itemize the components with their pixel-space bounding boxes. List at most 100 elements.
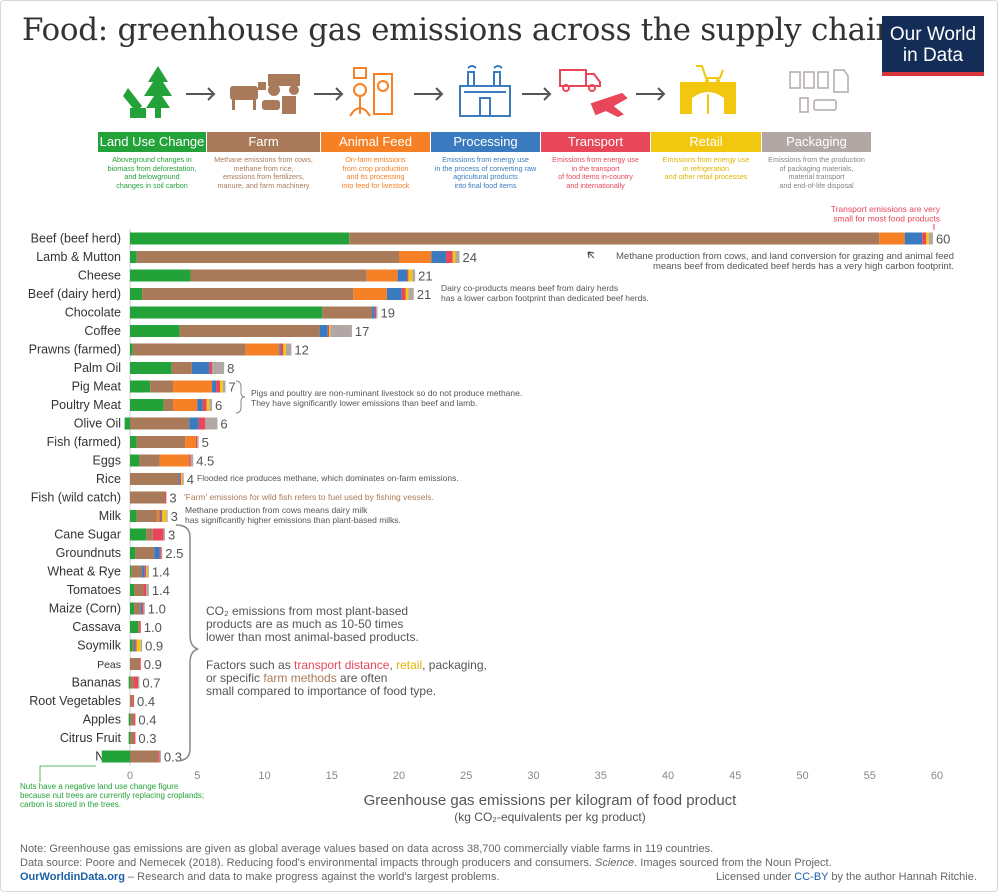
bar-segment-transport [327, 325, 330, 337]
bar-segment-land-use-change [130, 362, 172, 374]
bar-segment-packaging [212, 362, 225, 374]
farm-icon [230, 74, 300, 114]
bar-segment-packaging [163, 528, 165, 541]
category-label: Coffee [84, 324, 121, 338]
bar-segment-land-use-change [130, 565, 132, 578]
tree-icon [123, 66, 172, 118]
total-value-label: 0.4 [137, 694, 155, 709]
owid-site-link[interactable]: OurWorldinData.org [20, 871, 125, 883]
bar-segment-retail [220, 380, 223, 393]
transport-icon [559, 69, 628, 118]
pig-poultry-annotation: They have significantly lower emissions … [251, 398, 477, 408]
category-label: Prawns (farmed) [29, 343, 121, 357]
bar-segment-packaging [159, 750, 161, 763]
supply-chain-stages: Land Use Change Aboveground changes in bio… [0, 0, 1002, 200]
owid-logo[interactable]: Our World in Data [882, 16, 984, 76]
bar-segment-retail [405, 288, 409, 300]
category-label: Fish (farmed) [47, 435, 121, 449]
category-label: Tomatoes [67, 583, 121, 597]
bar-segment-animal-feed [879, 232, 905, 245]
bar-segment-processing [431, 251, 447, 263]
category-label: Cassava [72, 620, 121, 634]
category-label: Root Vegetables [29, 694, 121, 708]
x-axis-subtitle: (kg CO₂-equivalents per kg product) [454, 810, 645, 824]
bar-segment-land-use-change [130, 343, 133, 356]
bar-segment-farm [130, 676, 135, 689]
stage-header-land-use-change: Land Use Change [98, 132, 206, 152]
bar-segment-land-use-change [130, 584, 135, 596]
factors-annotation: Factors such as transport distance, reta… [206, 658, 487, 672]
bar-segment-retail [146, 565, 148, 578]
bar-segment-transport [179, 473, 182, 485]
factors-annotation-part: or specific [206, 671, 263, 685]
bar-segment-packaging [455, 251, 460, 263]
arrow-icon [414, 87, 444, 101]
bar-segment-farm [131, 565, 143, 578]
total-value-label: 17 [355, 324, 369, 339]
total-value-label: 0.9 [144, 657, 162, 672]
bar-segment-transport [144, 565, 147, 578]
bar-segment-farm [322, 306, 373, 319]
category-label: Apples [83, 713, 121, 727]
bar-segment-processing [159, 510, 161, 522]
bar-segment-retail [206, 399, 210, 411]
category-label: Palm Oil [74, 361, 121, 375]
bar-segment-land-use-change [101, 750, 130, 763]
total-value-label: 0.3 [138, 731, 156, 746]
bar-segment-land-use-change [130, 621, 139, 633]
bar-segment-packaging [147, 565, 149, 578]
total-value-label: 0.3 [164, 750, 182, 765]
arrow-icon [522, 87, 552, 101]
bar-segment-transport [152, 528, 164, 541]
total-value-label: 0.4 [138, 713, 156, 728]
bar-segment-farm [135, 547, 155, 559]
bar-segment-transport [164, 491, 167, 504]
bar-segment-transport [159, 547, 161, 559]
total-value-label: 6 [220, 417, 227, 432]
bar-segment-transport [216, 380, 221, 393]
bar-segment-land-use-change [130, 288, 143, 300]
total-value-label: 1.0 [144, 620, 162, 635]
bar-segment-transport [189, 454, 191, 467]
x-tick-label: 55 [864, 770, 876, 782]
total-value-label: 3 [171, 509, 178, 524]
x-tick-label: 45 [729, 770, 741, 782]
total-value-label: 3 [168, 528, 175, 543]
total-value-label: 7 [228, 380, 235, 395]
total-value-label: 24 [463, 250, 477, 265]
bar-segment-farm [136, 436, 186, 448]
bar-segment-processing [140, 602, 143, 615]
total-value-label: 4 [187, 472, 194, 487]
arrow-icon [186, 87, 216, 101]
bar-segment-land-use-change [130, 547, 136, 559]
bar-segment-processing [191, 362, 210, 374]
factory-icon [459, 65, 511, 117]
x-tick-label: 15 [326, 770, 338, 782]
bar-segment-packaging [160, 547, 163, 559]
footer-license: Licensed under CC-BY by the author Hanna… [716, 871, 977, 883]
milk-annotation: has significantly higher emissions than … [185, 515, 401, 525]
bar-segment-processing [178, 473, 180, 485]
stage-description: Emissions from the production of packagin… [768, 155, 865, 190]
bar-segment-processing [189, 417, 199, 430]
bar-segment-packaging [190, 454, 194, 467]
stage-header-processing: Processing [431, 132, 540, 152]
bar-segment-farm [134, 584, 144, 596]
bar-segment-land-use-change [130, 454, 140, 467]
bar-segment-packaging [412, 269, 416, 282]
bar-segment-processing [154, 547, 160, 559]
factors-annotation-part: , packaging, [422, 658, 487, 672]
bar-segment-animal-feed [185, 436, 196, 448]
bar-segment-processing [212, 380, 217, 393]
stage-header-farm: Farm [207, 132, 320, 152]
total-value-label: 19 [380, 306, 394, 321]
total-value-label: 5 [202, 435, 209, 450]
factors-annotation-part: are often [337, 671, 388, 685]
bar-segment-packaging [182, 473, 184, 485]
bar-segment-land-use-change [130, 602, 135, 615]
bar-segment-processing [904, 232, 923, 245]
license-link[interactable]: CC-BY [794, 871, 829, 883]
bar-segment-retail [181, 473, 183, 485]
beef-annotation: Methane production from cows, and land c… [616, 251, 954, 262]
bar-segment-animal-feed [399, 251, 432, 263]
